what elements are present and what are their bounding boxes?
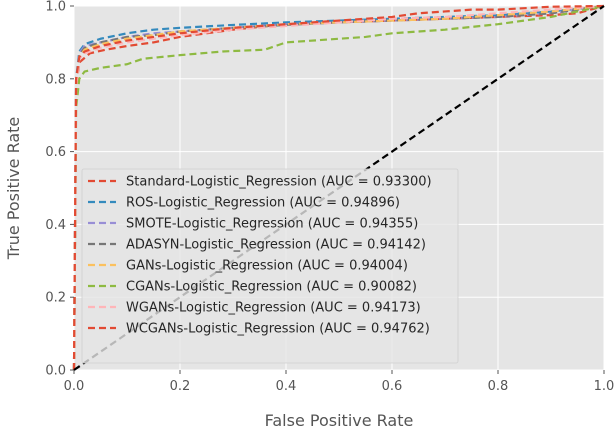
y-tick-label: 0.2 xyxy=(45,291,66,306)
roc-curve-6 xyxy=(72,4,605,371)
x-tick-label: 0.8 xyxy=(488,379,509,394)
x-tick-label: 0.2 xyxy=(170,379,191,394)
y-axis-ticks: 0.0 0.2 0.4 0.6 0.8 1.0 xyxy=(45,0,74,379)
legend: Standard-Logistic_Regression (AUC = 0.93… xyxy=(81,168,459,364)
legend-label: SMOTE-Logistic_Regression (AUC = 0.94355… xyxy=(126,217,418,232)
y-tick-label: 1.0 xyxy=(45,0,66,15)
y-axis-label: True Positive Rate xyxy=(4,117,23,261)
legend-label: Standard-Logistic_Regression (AUC = 0.93… xyxy=(126,175,432,190)
x-axis-ticks: 0.0 0.2 0.4 0.6 0.8 1.0 xyxy=(64,370,614,394)
x-tick-label: 0.4 xyxy=(276,379,297,394)
x-tick-label: 1.0 xyxy=(594,379,614,394)
legend-label: WGANs-Logistic_Regression (AUC = 0.94173… xyxy=(126,301,421,316)
y-tick-label: 0.4 xyxy=(45,218,66,233)
x-axis-label: False Positive Rate xyxy=(265,411,414,428)
legend-label: ROS-Logistic_Regression (AUC = 0.94896) xyxy=(126,196,400,211)
y-tick-label: 0.6 xyxy=(45,145,66,160)
legend-label: WCGANs-Logistic_Regression (AUC = 0.9476… xyxy=(126,322,430,337)
roc-curve-1 xyxy=(72,4,605,371)
x-tick-label: 0.0 xyxy=(64,379,85,394)
y-tick-label: 0.0 xyxy=(45,364,66,379)
legend-label: ADASYN-Logistic_Regression (AUC = 0.9414… xyxy=(126,238,426,253)
roc-curve-8 xyxy=(72,4,605,371)
legend-label: GANs-Logistic_Regression (AUC = 0.94004) xyxy=(126,259,408,274)
x-tick-label: 0.6 xyxy=(382,379,403,394)
roc-curve-7 xyxy=(72,4,605,371)
y-tick-label: 0.8 xyxy=(45,72,66,87)
legend-label: CGANs-Logistic_Regression (AUC = 0.90082… xyxy=(126,280,417,295)
legend-box xyxy=(81,168,459,364)
